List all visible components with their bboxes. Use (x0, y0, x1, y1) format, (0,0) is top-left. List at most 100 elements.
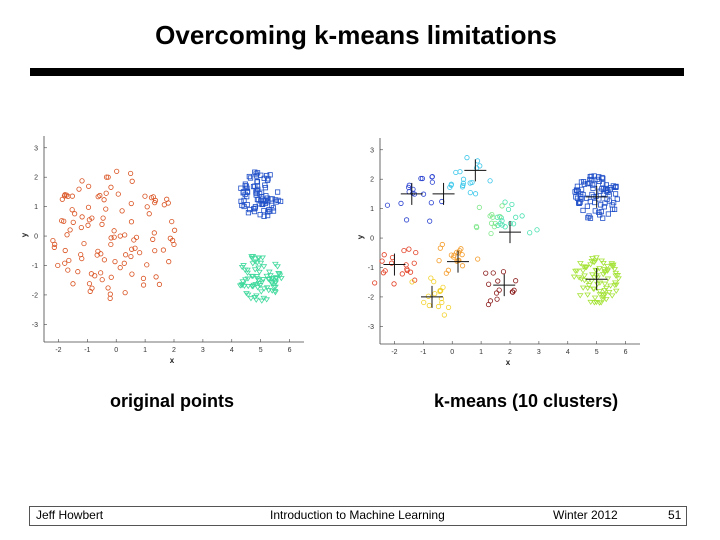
data-point (248, 273, 256, 279)
data-point (604, 263, 611, 270)
data-point (146, 211, 152, 217)
y-tick-label: -1 (32, 263, 38, 270)
data-point (59, 218, 65, 224)
caption-kmeans: k-means (10 clusters) (434, 391, 619, 411)
data-point (144, 262, 150, 268)
y-tick-label: -3 (32, 322, 38, 329)
data-point (419, 175, 426, 182)
data-point (263, 285, 271, 291)
data-point (431, 279, 437, 285)
data-point (265, 288, 273, 294)
data-point (140, 282, 147, 288)
data-point (464, 155, 470, 161)
data-point (164, 196, 170, 202)
y-tick-label: -2 (32, 292, 38, 299)
data-point (428, 275, 434, 281)
data-point (490, 270, 496, 276)
data-point (72, 211, 78, 217)
data-point (261, 213, 267, 219)
x-tick-label: 3 (201, 347, 205, 354)
data-point (494, 296, 500, 302)
data-point (585, 215, 591, 221)
centroid-marker (493, 274, 516, 297)
title-rule (30, 68, 684, 76)
data-point (372, 280, 378, 286)
data-point (274, 264, 281, 270)
data-point (615, 276, 622, 282)
data-point (600, 191, 607, 197)
data-point (114, 168, 120, 174)
data-point (426, 302, 432, 309)
data-point (613, 183, 619, 190)
data-point (590, 286, 598, 292)
data-point (137, 250, 143, 256)
data-point (170, 237, 176, 244)
data-point (389, 260, 395, 266)
data-point (472, 191, 479, 197)
data-point (268, 281, 276, 287)
data-point (604, 267, 611, 273)
data-point (69, 193, 75, 199)
x-tick-label: -1 (420, 349, 426, 356)
data-point (611, 283, 619, 289)
data-point (251, 259, 259, 265)
data-point (488, 230, 494, 237)
data-point (251, 267, 259, 273)
data-point (611, 280, 619, 286)
data-point (107, 291, 113, 297)
data-point (591, 300, 598, 306)
data-point (249, 261, 257, 267)
data-point (107, 295, 113, 301)
data-point (609, 202, 615, 208)
data-point (588, 272, 596, 278)
data-point (578, 186, 585, 193)
data-point (407, 269, 414, 275)
data-point (51, 244, 57, 250)
data-point (241, 197, 247, 203)
data-point (251, 208, 258, 215)
data-point (62, 192, 68, 198)
data-point (459, 184, 466, 190)
data-point (576, 200, 582, 206)
data-point (573, 194, 579, 200)
data-point (108, 274, 114, 280)
x-tick-label: 1 (479, 349, 483, 356)
data-point (391, 281, 397, 287)
data-point (150, 236, 156, 242)
data-point (255, 255, 263, 261)
data-point (596, 288, 604, 295)
data-point (575, 275, 583, 281)
data-point (270, 208, 277, 214)
data-point (410, 190, 416, 196)
data-point (253, 293, 260, 299)
data-point (248, 256, 256, 262)
data-point (121, 260, 127, 266)
data-point (259, 255, 266, 261)
data-point (574, 195, 581, 201)
data-point (251, 295, 259, 301)
y-tick-label: 3 (370, 147, 374, 154)
data-point (453, 169, 459, 176)
data-point (67, 227, 73, 233)
data-point (61, 218, 67, 224)
data-point (123, 252, 129, 258)
data-point (406, 246, 412, 252)
data-point (267, 172, 273, 178)
data-point (458, 246, 464, 252)
data-point (509, 289, 515, 295)
data-point (519, 213, 525, 219)
data-point (513, 278, 519, 284)
data-point (265, 212, 271, 219)
x-tick-label: -2 (55, 347, 61, 354)
data-point (601, 281, 609, 287)
data-point (92, 273, 98, 279)
data-point (108, 235, 114, 241)
data-point (570, 274, 578, 280)
data-point (140, 275, 147, 282)
data-point (418, 175, 424, 182)
data-point (587, 262, 594, 268)
centroid-marker (499, 221, 521, 244)
data-point (573, 268, 581, 274)
data-point (69, 207, 75, 213)
data-point (600, 181, 606, 187)
